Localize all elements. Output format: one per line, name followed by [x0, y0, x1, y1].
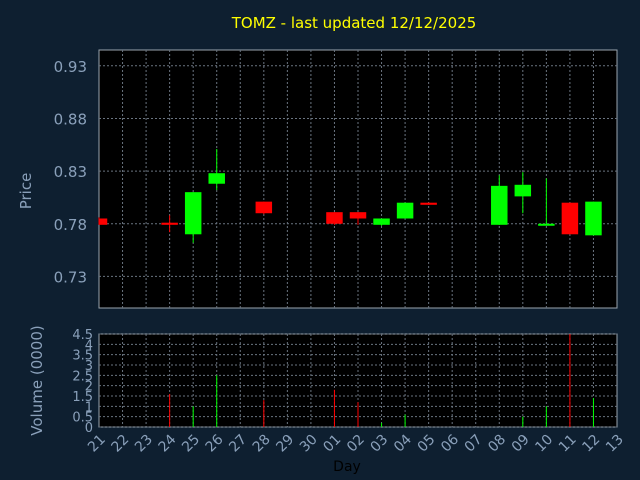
candle-body: [538, 223, 555, 226]
x-tick-label: 03: [368, 432, 392, 456]
candle-body: [514, 184, 532, 197]
volume-tick-label: 1: [85, 400, 93, 415]
candle-body: [255, 201, 273, 214]
volume-tick-label: 2: [85, 380, 93, 395]
x-tick-label: 26: [203, 432, 227, 456]
x-tick-label: 08: [485, 432, 509, 456]
x-tick-label: 04: [391, 432, 415, 456]
volume-tick-label: 1.5: [72, 390, 93, 405]
volume-axis-ticks: 00.511.522.533.544.5: [72, 328, 93, 436]
price-tick-label: 0.78: [54, 216, 87, 234]
candle-body: [184, 192, 202, 235]
x-tick-label: 06: [438, 432, 462, 456]
volume-tick-label: 3.5: [72, 349, 93, 364]
candle-body: [208, 173, 225, 184]
x-tick-label: 01: [320, 432, 344, 456]
x-tick-label: 29: [273, 432, 297, 456]
volume-axis-label: Volume (0000): [28, 325, 46, 435]
volume-tick-label: 3: [85, 359, 93, 374]
x-tick-label: 23: [132, 432, 156, 456]
price-axis-ticks: 0.93 0.88 0.83 0.78 0.73: [54, 58, 87, 287]
candle-body: [420, 202, 437, 205]
candle-body: [349, 212, 367, 219]
price-axis-label: Price: [17, 173, 35, 210]
x-tick-label: 02: [344, 432, 368, 456]
price-tick-label: 0.93: [54, 58, 87, 76]
x-axis-label: Day: [333, 459, 361, 475]
candle-body: [585, 201, 602, 236]
candle-body: [326, 212, 343, 224]
candle-body: [99, 218, 108, 225]
x-tick-label: 25: [179, 432, 203, 456]
x-tick-label: 09: [509, 432, 533, 456]
x-tick-label: 30: [297, 432, 321, 456]
x-tick-label: 05: [415, 432, 439, 456]
volume-tick-label: 4.5: [72, 328, 93, 343]
volume-bars: [169, 334, 594, 427]
price-tick-label: 0.73: [54, 268, 87, 286]
price-tick-label: 0.83: [54, 163, 87, 181]
x-tick-label: 24: [156, 432, 180, 456]
volume-tick-label: 0.5: [72, 411, 93, 426]
chart-title: TOMZ - last updated 12/12/2025: [231, 14, 477, 32]
x-tick-label: 27: [226, 432, 250, 456]
candle-body: [491, 185, 508, 225]
x-tick-label: 12: [579, 432, 603, 456]
volume-tick-label: 2.5: [72, 369, 93, 384]
x-axis-ticks: 21 22 23 24 25 26 27 28 29 30 01 02 03 04 05 06 07 08 09 10…: [85, 432, 627, 456]
x-tick-label: 13: [603, 432, 627, 456]
candle-body: [561, 202, 579, 235]
x-tick-label: 22: [109, 432, 133, 456]
candle-body: [373, 218, 390, 225]
price-tick-label: 0.88: [54, 110, 87, 128]
x-tick-label: 10: [532, 432, 556, 456]
volume-tick-label: 0: [85, 421, 93, 436]
price-candles: [98, 148, 602, 243]
candle-body: [396, 202, 414, 219]
candle-body: [161, 222, 178, 225]
x-tick-label: 07: [462, 432, 486, 456]
x-tick-label: 11: [556, 432, 580, 456]
volume-tick-label: 4: [85, 338, 93, 353]
x-tick-label: 28: [250, 432, 274, 456]
